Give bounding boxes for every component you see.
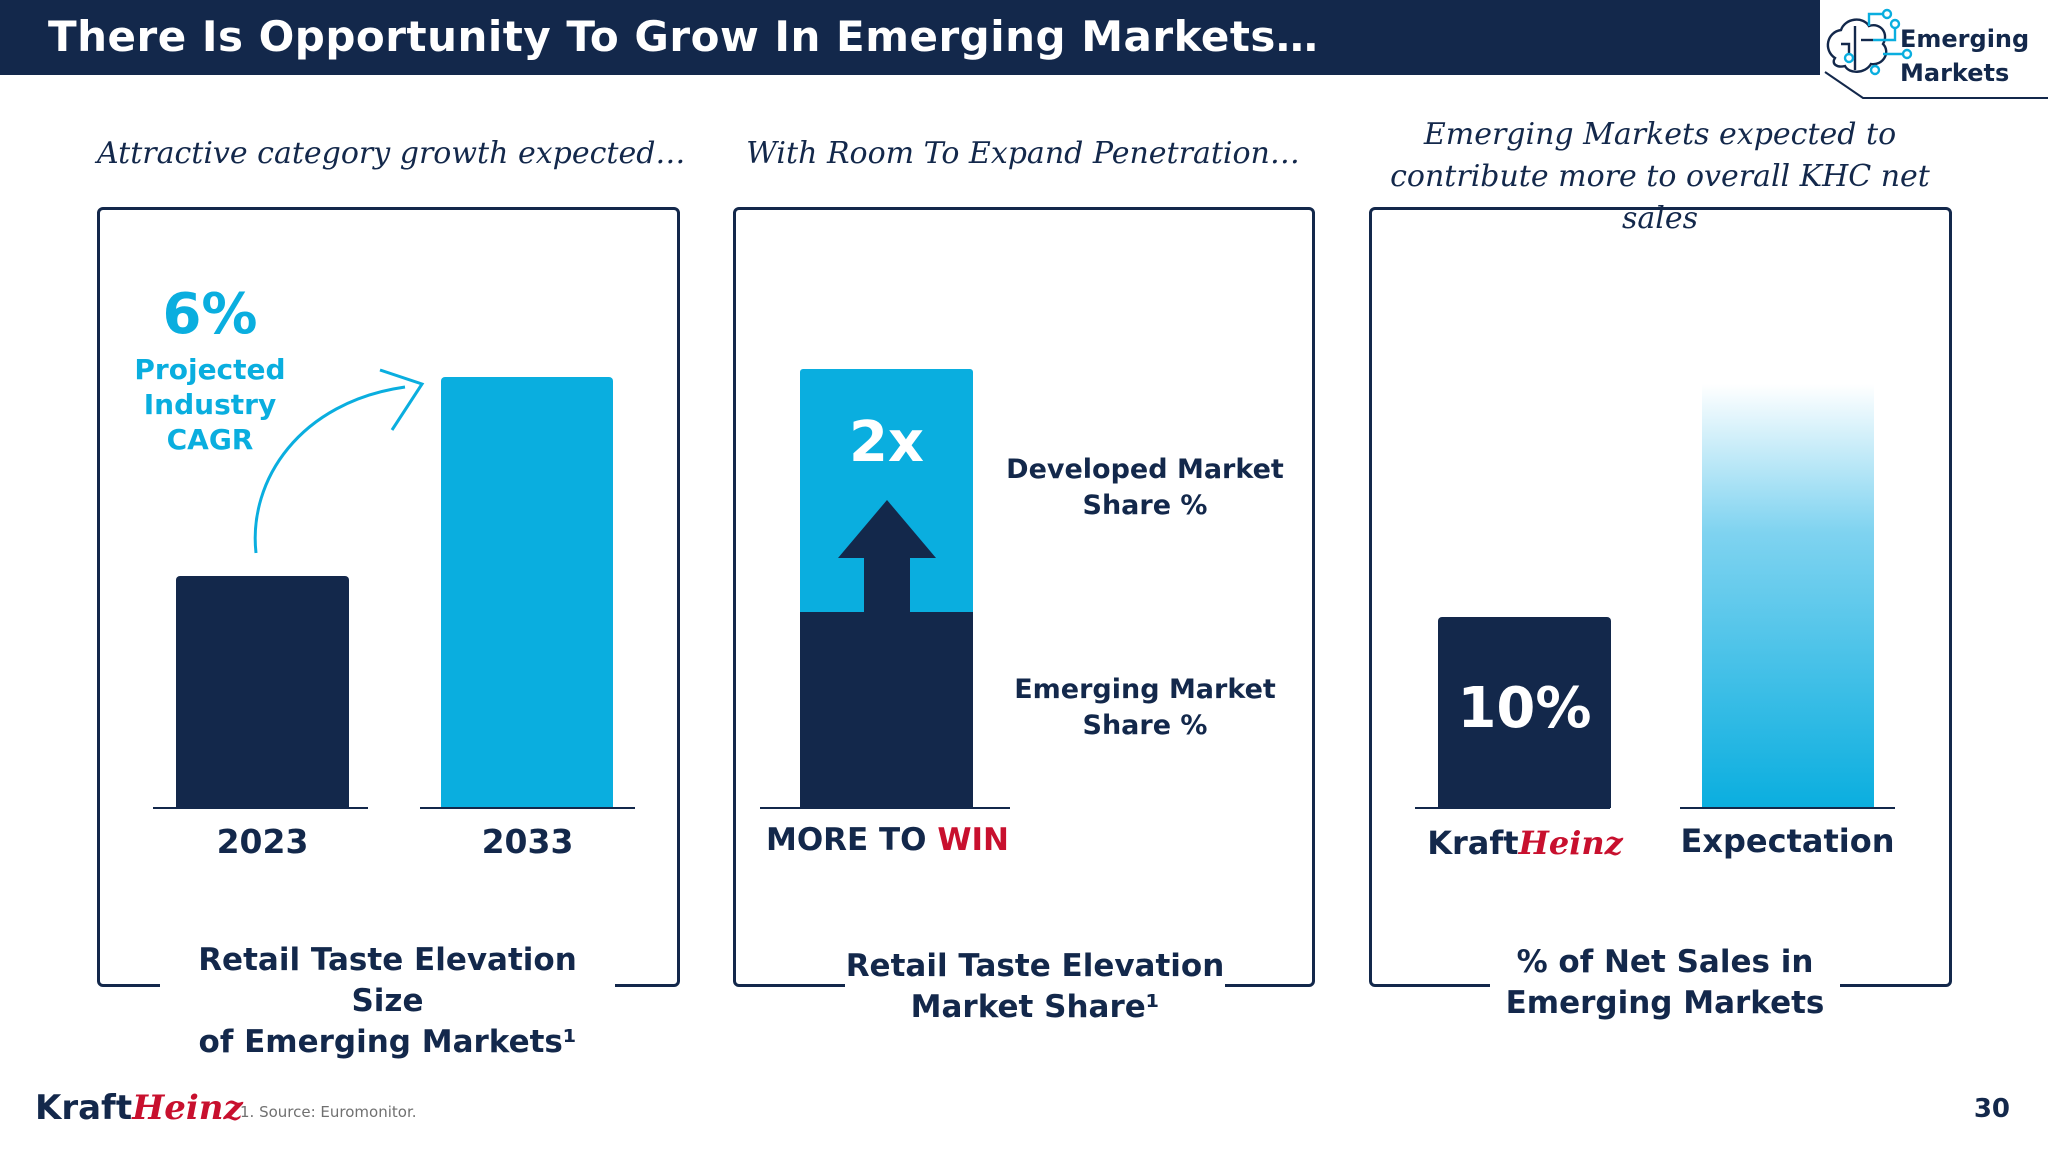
panel-1-subtitle: Attractive category growth expected…	[97, 136, 686, 171]
emerging-share-bar	[800, 612, 973, 808]
footer-logo: KraftHeinz	[35, 1088, 243, 1128]
panel-3-caption: % of Net Sales in Emerging Markets	[1490, 942, 1840, 1024]
developed-market-label: Developed Market Share %	[1006, 454, 1284, 521]
title-bar	[0, 0, 1960, 75]
emerging-market-label: Emerging Market Share %	[1014, 674, 1276, 741]
x-label-2033: 2033	[481, 822, 574, 861]
baseline	[1415, 807, 1610, 809]
footnote: 1. Source: Euromonitor.	[240, 1103, 417, 1121]
bar-value-label: 10%	[1457, 676, 1592, 741]
panel-3-subtitle: Emerging Markets expected to contribute …	[1390, 117, 1930, 236]
baseline	[760, 807, 1010, 809]
baseline	[1680, 807, 1895, 809]
page-number: 30	[1973, 1094, 2010, 1124]
tagline: MORE TO WIN	[765, 822, 1010, 858]
brain-circuit-icon	[1826, 18, 1888, 73]
badge-label: Emerging Markets	[1900, 25, 2030, 87]
bar-2033	[441, 377, 613, 808]
baseline	[420, 807, 635, 809]
bar-expectation	[1702, 384, 1874, 808]
kraftheinz-logo: KraftHeinz	[1427, 824, 1623, 862]
growth-arrow-icon	[253, 368, 425, 554]
bar-kraftheinz	[1438, 617, 1611, 808]
x-label-2023: 2023	[216, 822, 309, 861]
bar-2023	[176, 576, 349, 808]
multiplier-value: 2x	[848, 410, 925, 475]
panel-2-caption: Retail Taste Elevation Market Share¹	[845, 946, 1225, 1028]
panel-1-caption: Retail Taste Elevation Size of Emerging …	[160, 940, 615, 1063]
panel-2-subtitle: With Room To Expand Penetration…	[746, 136, 1300, 171]
emerging-markets-badge	[1820, 0, 2048, 100]
baseline	[153, 807, 368, 809]
cagr-label: Projected Industry CAGR	[134, 353, 286, 456]
x-label-expectation: Expectation	[1680, 822, 1895, 860]
arrow-up-icon	[838, 500, 936, 612]
cagr-value: 6%	[162, 282, 258, 347]
page-title: There Is Opportunity To Grow In Emerging…	[48, 12, 1319, 61]
